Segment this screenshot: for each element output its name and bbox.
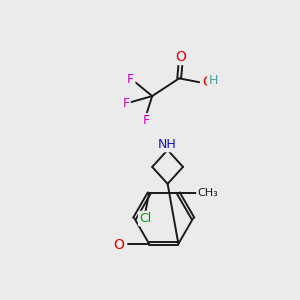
Text: F: F — [122, 97, 130, 110]
Text: O: O — [202, 75, 213, 89]
Text: O: O — [175, 50, 186, 64]
Text: O: O — [114, 238, 124, 252]
Text: H: H — [208, 74, 218, 87]
Text: Cl: Cl — [139, 212, 152, 225]
Text: F: F — [127, 74, 134, 86]
Text: CH₃: CH₃ — [197, 188, 218, 198]
Text: H: H — [115, 237, 124, 250]
Text: NH: NH — [158, 138, 177, 151]
Text: F: F — [142, 114, 150, 127]
